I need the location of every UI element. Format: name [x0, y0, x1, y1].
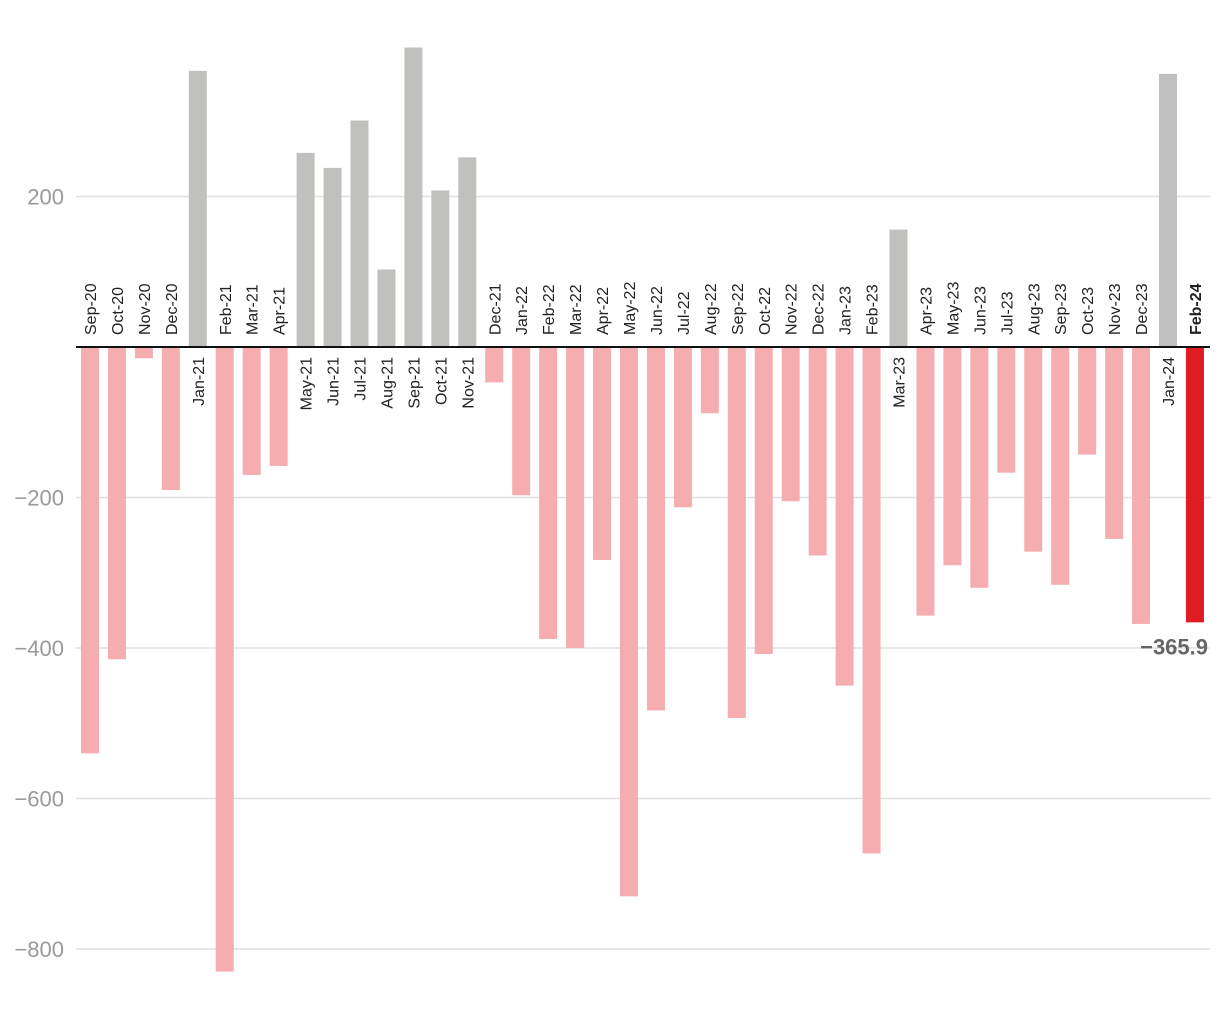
bar	[161, 347, 180, 490]
x-tick-label: Jun-22	[649, 286, 666, 335]
bar	[1024, 347, 1043, 552]
x-tick-label: Jun-21	[326, 357, 343, 406]
x-tick-label: Dec-21	[487, 283, 504, 335]
x-tick-label: May-23	[945, 282, 962, 335]
bar	[1105, 347, 1124, 539]
bar	[997, 347, 1016, 473]
bar	[700, 347, 719, 414]
x-tick-label: Sep-21	[406, 357, 423, 409]
bar	[485, 347, 504, 383]
bar	[512, 347, 531, 496]
bar	[835, 347, 854, 686]
y-tick-label: −400	[14, 636, 64, 661]
bar	[566, 347, 585, 648]
bar	[134, 347, 153, 359]
bar	[916, 347, 935, 616]
bar	[404, 47, 423, 347]
bar	[889, 229, 908, 347]
bar	[1159, 73, 1177, 347]
bar	[323, 167, 342, 347]
bar	[1185, 347, 1204, 623]
x-tick-label: Jan-21	[191, 357, 208, 406]
x-tick-label: Jul-23	[999, 291, 1016, 335]
bar	[754, 347, 773, 655]
x-axis-labels: Sep-20 Oct-20 Nov-20 Dec-20 Jan-21 Feb-21 Mar-…	[83, 282, 1205, 411]
x-tick-label: Dec-23	[1134, 283, 1151, 335]
x-tick-label: Aug-22	[703, 283, 720, 335]
y-tick-label: −800	[14, 937, 64, 962]
bar	[727, 347, 746, 718]
bar	[781, 347, 800, 502]
x-tick-label: Jan-24	[1161, 357, 1178, 406]
x-tick-label: Oct-22	[757, 287, 774, 335]
x-tick-label: Feb-21	[218, 284, 235, 335]
x-tick-label: Sep-20	[83, 283, 100, 335]
bar	[350, 120, 369, 347]
x-tick-label: Feb-22	[541, 284, 558, 335]
x-tick-label: Oct-21	[433, 357, 450, 405]
y-axis-ticks: 200 −200 −400 −600 −800	[14, 185, 64, 963]
bar	[673, 347, 692, 508]
y-tick-label: 200	[27, 185, 64, 210]
bar	[970, 347, 989, 588]
x-tick-label: May-21	[299, 357, 316, 410]
x-tick-label: Feb-23	[865, 284, 882, 335]
bar	[215, 347, 234, 972]
bar	[296, 152, 315, 347]
x-tick-label: Aug-21	[379, 357, 396, 409]
x-tick-label: Oct-20	[110, 287, 127, 335]
x-tick-label: Sep-23	[1053, 283, 1070, 335]
x-tick-label: Jul-21	[353, 357, 370, 401]
bar	[242, 347, 261, 475]
x-tick-label: Mar-21	[245, 284, 262, 335]
x-tick-label: Mar-22	[568, 284, 585, 335]
x-tick-label: Oct-23	[1080, 287, 1097, 335]
bar	[107, 347, 126, 660]
bar	[808, 347, 827, 556]
bar	[81, 347, 99, 754]
x-tick-label: Dec-22	[811, 283, 828, 335]
x-tick-label: Nov-21	[460, 357, 477, 409]
x-tick-label: Nov-20	[137, 283, 154, 335]
bar	[593, 347, 612, 560]
bar	[269, 347, 288, 466]
x-tick-label: Jul-22	[676, 291, 693, 335]
bar	[943, 347, 962, 566]
bar	[1132, 347, 1151, 624]
x-tick-label: Nov-23	[1107, 283, 1124, 335]
x-tick-label: Apr-23	[918, 287, 935, 335]
x-tick-label: Jan-22	[514, 286, 531, 335]
bar	[431, 190, 450, 347]
x-tick-label: Apr-22	[595, 287, 612, 335]
y-tick-label: −200	[14, 486, 64, 511]
bar	[862, 347, 881, 854]
x-tick-label: Mar-23	[892, 357, 909, 408]
x-tick-label: Nov-22	[784, 283, 801, 335]
x-tick-label: Apr-21	[272, 287, 289, 335]
x-tick-label: Dec-20	[164, 283, 181, 335]
bar	[1051, 347, 1070, 585]
bar	[1078, 347, 1097, 455]
x-tick-label: May-22	[622, 282, 639, 335]
x-tick-label: Aug-23	[1026, 283, 1043, 335]
bar	[620, 347, 638, 897]
y-tick-label: −600	[14, 787, 64, 812]
bar	[539, 347, 558, 639]
x-tick-label: Jan-23	[838, 286, 855, 335]
x-tick-label: Sep-22	[730, 283, 747, 335]
grid-lines	[76, 195, 1210, 950]
bar	[377, 269, 396, 347]
bar	[188, 70, 207, 348]
x-tick-label: Jun-23	[972, 286, 989, 335]
bar	[646, 347, 665, 711]
bars	[81, 47, 1204, 972]
data-labels: −365.9	[1140, 634, 1208, 659]
bar	[458, 157, 477, 347]
x-tick-label: Feb-24	[1188, 283, 1205, 335]
data-label-highlight: −365.9	[1140, 634, 1208, 659]
